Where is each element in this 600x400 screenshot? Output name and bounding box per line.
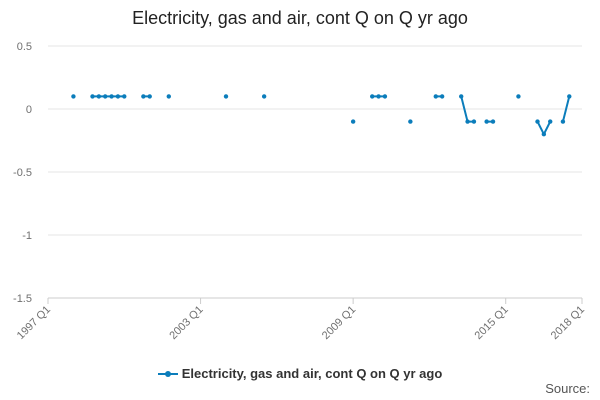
data-point[interactable] [122,94,127,99]
source-label: Source: [545,381,590,396]
y-tick-label: -0.5 [13,167,32,179]
data-point[interactable] [560,119,566,124]
x-tick-label: 2003 Q1 [167,304,205,342]
data-point[interactable] [223,94,229,99]
data-point[interactable] [535,119,540,124]
legend-swatch [157,369,178,379]
data-point[interactable] [166,94,171,99]
data-point[interactable] [382,94,388,99]
data-point[interactable] [490,119,496,124]
data-point[interactable] [71,94,76,99]
data-point[interactable] [96,94,102,99]
data-point[interactable] [370,94,375,99]
data-point[interactable] [147,94,152,99]
data-point[interactable] [439,94,445,99]
x-tick-label: 2018 Q1 [549,304,587,342]
series-line-segment [542,120,552,136]
data-point[interactable] [433,94,438,99]
y-tick-label: 0.5 [17,41,32,53]
chart-title: Electricity, gas and air, cont Q on Q yr… [132,8,468,28]
x-tick-label: 2009 Q1 [320,304,358,342]
data-point[interactable] [376,94,381,99]
data-point[interactable] [90,94,95,99]
x-tick-label: 2015 Q1 [473,304,511,342]
data-point[interactable] [541,132,547,137]
x-tick-label: 1997 Q1 [15,304,53,342]
data-point[interactable] [141,94,146,99]
data-point[interactable] [484,119,489,124]
data-point[interactable] [459,94,464,99]
data-point[interactable] [408,119,413,124]
y-tick-label: -1 [22,230,32,242]
data-point[interactable] [471,119,477,124]
data-point[interactable] [109,94,114,99]
legend-label: Electricity, gas and air, cont Q on Q yr… [181,366,443,381]
data-point[interactable] [103,94,108,99]
y-tick-label: -1.5 [13,293,32,305]
data-point[interactable] [567,94,572,99]
data-point[interactable] [548,119,553,124]
data-point[interactable] [261,94,267,99]
data-point[interactable] [465,119,470,124]
series-line-segment [561,95,571,123]
data-point[interactable] [516,94,521,99]
y-tick-label: 0 [26,104,32,116]
series-line-segment [536,120,545,136]
series-line-segment [460,95,469,123]
legend[interactable]: Electricity, gas and air, cont Q on Q yr… [0,366,600,381]
data-point[interactable] [350,119,356,124]
data-point[interactable] [115,94,121,99]
